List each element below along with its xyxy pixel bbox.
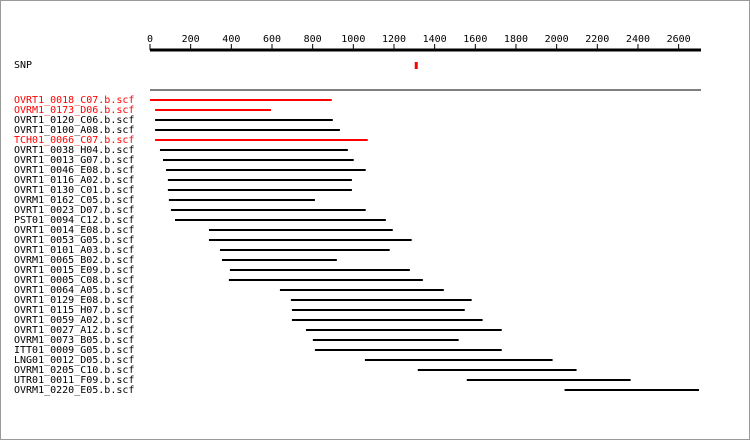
read-label: OVRT1_0027_A12.b.scf	[14, 325, 134, 336]
read-label: OVRM1_0073_B05.b.scf	[14, 335, 134, 346]
read-label: OVRT1_0064_A05.b.scf	[14, 285, 134, 296]
x-tick-label: 800	[304, 34, 322, 45]
snp-label: SNP	[14, 60, 32, 71]
read-label: OVRT1_0120_C06.b.scf	[14, 115, 134, 126]
read-label: UTR01_0011_F09.b.scf	[14, 375, 134, 386]
read-label: OVRT1_0038_H04.b.scf	[14, 145, 134, 156]
read-label: OVRT1_0018_C07.b.scf	[14, 95, 134, 106]
read-label: OVRT1_0100_A08.b.scf	[14, 125, 134, 136]
read-label: LNG01_0012_D05.b.scf	[14, 355, 134, 366]
read-label: OVRM1_0173_D06.b.scf	[14, 105, 134, 116]
x-tick-label: 400	[222, 34, 240, 45]
x-tick-label: 0	[147, 34, 153, 45]
read-label: OVRT1_0014_E08.b.scf	[14, 225, 134, 236]
x-tick-label: 200	[182, 34, 200, 45]
x-tick-label: 1200	[382, 34, 406, 45]
x-tick-label: 2200	[585, 34, 609, 45]
read-label: OVRT1_0115_H07.b.scf	[14, 305, 134, 316]
read-label: OVRM1_0162_C05.b.scf	[14, 195, 134, 206]
read-label: OVRM1_0220_E05.b.scf	[14, 385, 134, 396]
read-label: OVRM1_0205_C10.b.scf	[14, 365, 134, 376]
snp-marker	[414, 62, 418, 69]
read-label: OVRT1_0015_E09.b.scf	[14, 265, 134, 276]
x-tick-label: 1600	[463, 34, 487, 45]
x-tick-label: 1400	[423, 34, 447, 45]
x-tick-label: 2000	[545, 34, 569, 45]
x-tick-label: 1000	[341, 34, 365, 45]
read-label: PST01_0094_C12.b.scf	[14, 215, 134, 226]
read-label: OVRT1_0059_A02.b.scf	[14, 315, 134, 326]
read-label: OVRT1_0046_E08.b.scf	[14, 165, 134, 176]
read-label: OVRT1_0101_A03.b.scf	[14, 245, 134, 256]
read-label: OVRT1_0023_D07.b.scf	[14, 205, 134, 216]
read-label: OVRT1_0005_C08.b.scf	[14, 275, 134, 286]
x-tick-label: 600	[263, 34, 281, 45]
x-tick-label: 1800	[504, 34, 528, 45]
read-label: TCH01_0066_C07.b.scf	[14, 135, 134, 146]
read-label: OVRT1_0053_G05.b.scf	[14, 235, 134, 246]
read-label: OVRM1_0065_B02.b.scf	[14, 255, 134, 266]
read-label: OVRT1_0013_G07.b.scf	[14, 155, 134, 166]
read-label: OVRT1_0116_A02.b.scf	[14, 175, 134, 186]
x-tick-label: 2400	[626, 34, 650, 45]
read-label: OVRT1_0130_C01.b.scf	[14, 185, 134, 196]
read-label: OVRT1_0129_E08.b.scf	[14, 295, 134, 306]
read-label: ITT01_0009_G05.b.scf	[14, 345, 134, 356]
x-tick-label: 2600	[667, 34, 691, 45]
